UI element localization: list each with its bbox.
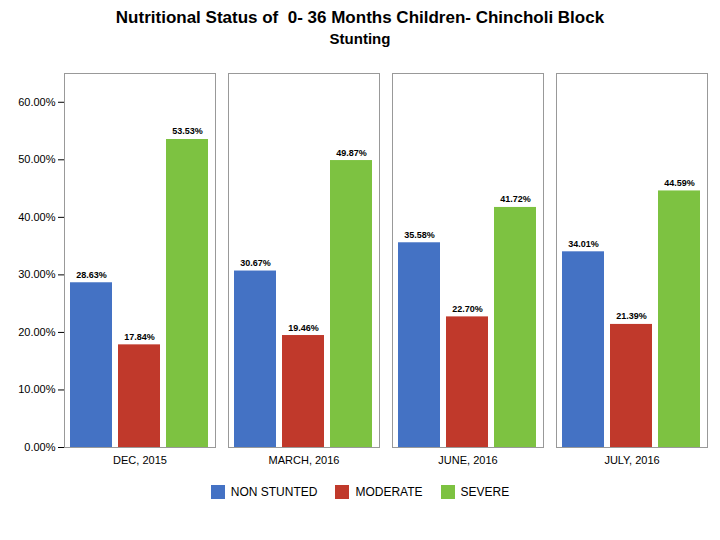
svg-text:0.00%: 0.00% [24, 441, 55, 453]
html-text:NON STUNTED: NON STUNTED [230, 485, 318, 499]
svg-text:20.00%: 20.00% [18, 326, 56, 338]
svg-text:53.53%: 53.53% [172, 126, 203, 136]
svg-text:MARCH, 2016: MARCH, 2016 [269, 454, 340, 466]
svg-text:JULY, 2016: JULY, 2016 [604, 454, 659, 466]
svg-text:DEC, 2015: DEC, 2015 [113, 454, 167, 466]
svg-text:JUNE, 2016: JUNE, 2016 [438, 454, 497, 466]
svg-text:60.00%: 60.00% [18, 96, 56, 108]
svg-text:34.01%: 34.01% [568, 239, 599, 249]
svg-text:41.72%: 41.72% [500, 194, 531, 204]
svg-text:21.39%: 21.39% [616, 311, 647, 321]
svg-text:30.67%: 30.67% [240, 258, 271, 268]
svg-text:35.58%: 35.58% [404, 230, 435, 240]
svg-text:10.00%: 10.00% [18, 383, 56, 395]
html-text:Nutritional Status of 0- 36 Mo: Nutritional Status of 0- 36 Months Child… [115, 8, 605, 27]
svg-text:49.87%: 49.87% [336, 148, 367, 158]
html-text:MODERATE: MODERATE [355, 485, 423, 499]
svg-text:22.70%: 22.70% [452, 304, 483, 314]
html-text:SEVERE: SEVERE [460, 485, 510, 499]
svg-text:40.00%: 40.00% [18, 211, 56, 223]
svg-text:28.63%: 28.63% [76, 270, 107, 280]
svg-text:44.59%: 44.59% [664, 178, 695, 188]
svg-text:50.00%: 50.00% [18, 153, 56, 165]
svg-text:17.84%: 17.84% [124, 332, 155, 342]
svg-text:30.00%: 30.00% [18, 268, 56, 280]
svg-text:19.46%: 19.46% [288, 323, 319, 333]
html-text:Stunting: Stunting [329, 30, 391, 47]
